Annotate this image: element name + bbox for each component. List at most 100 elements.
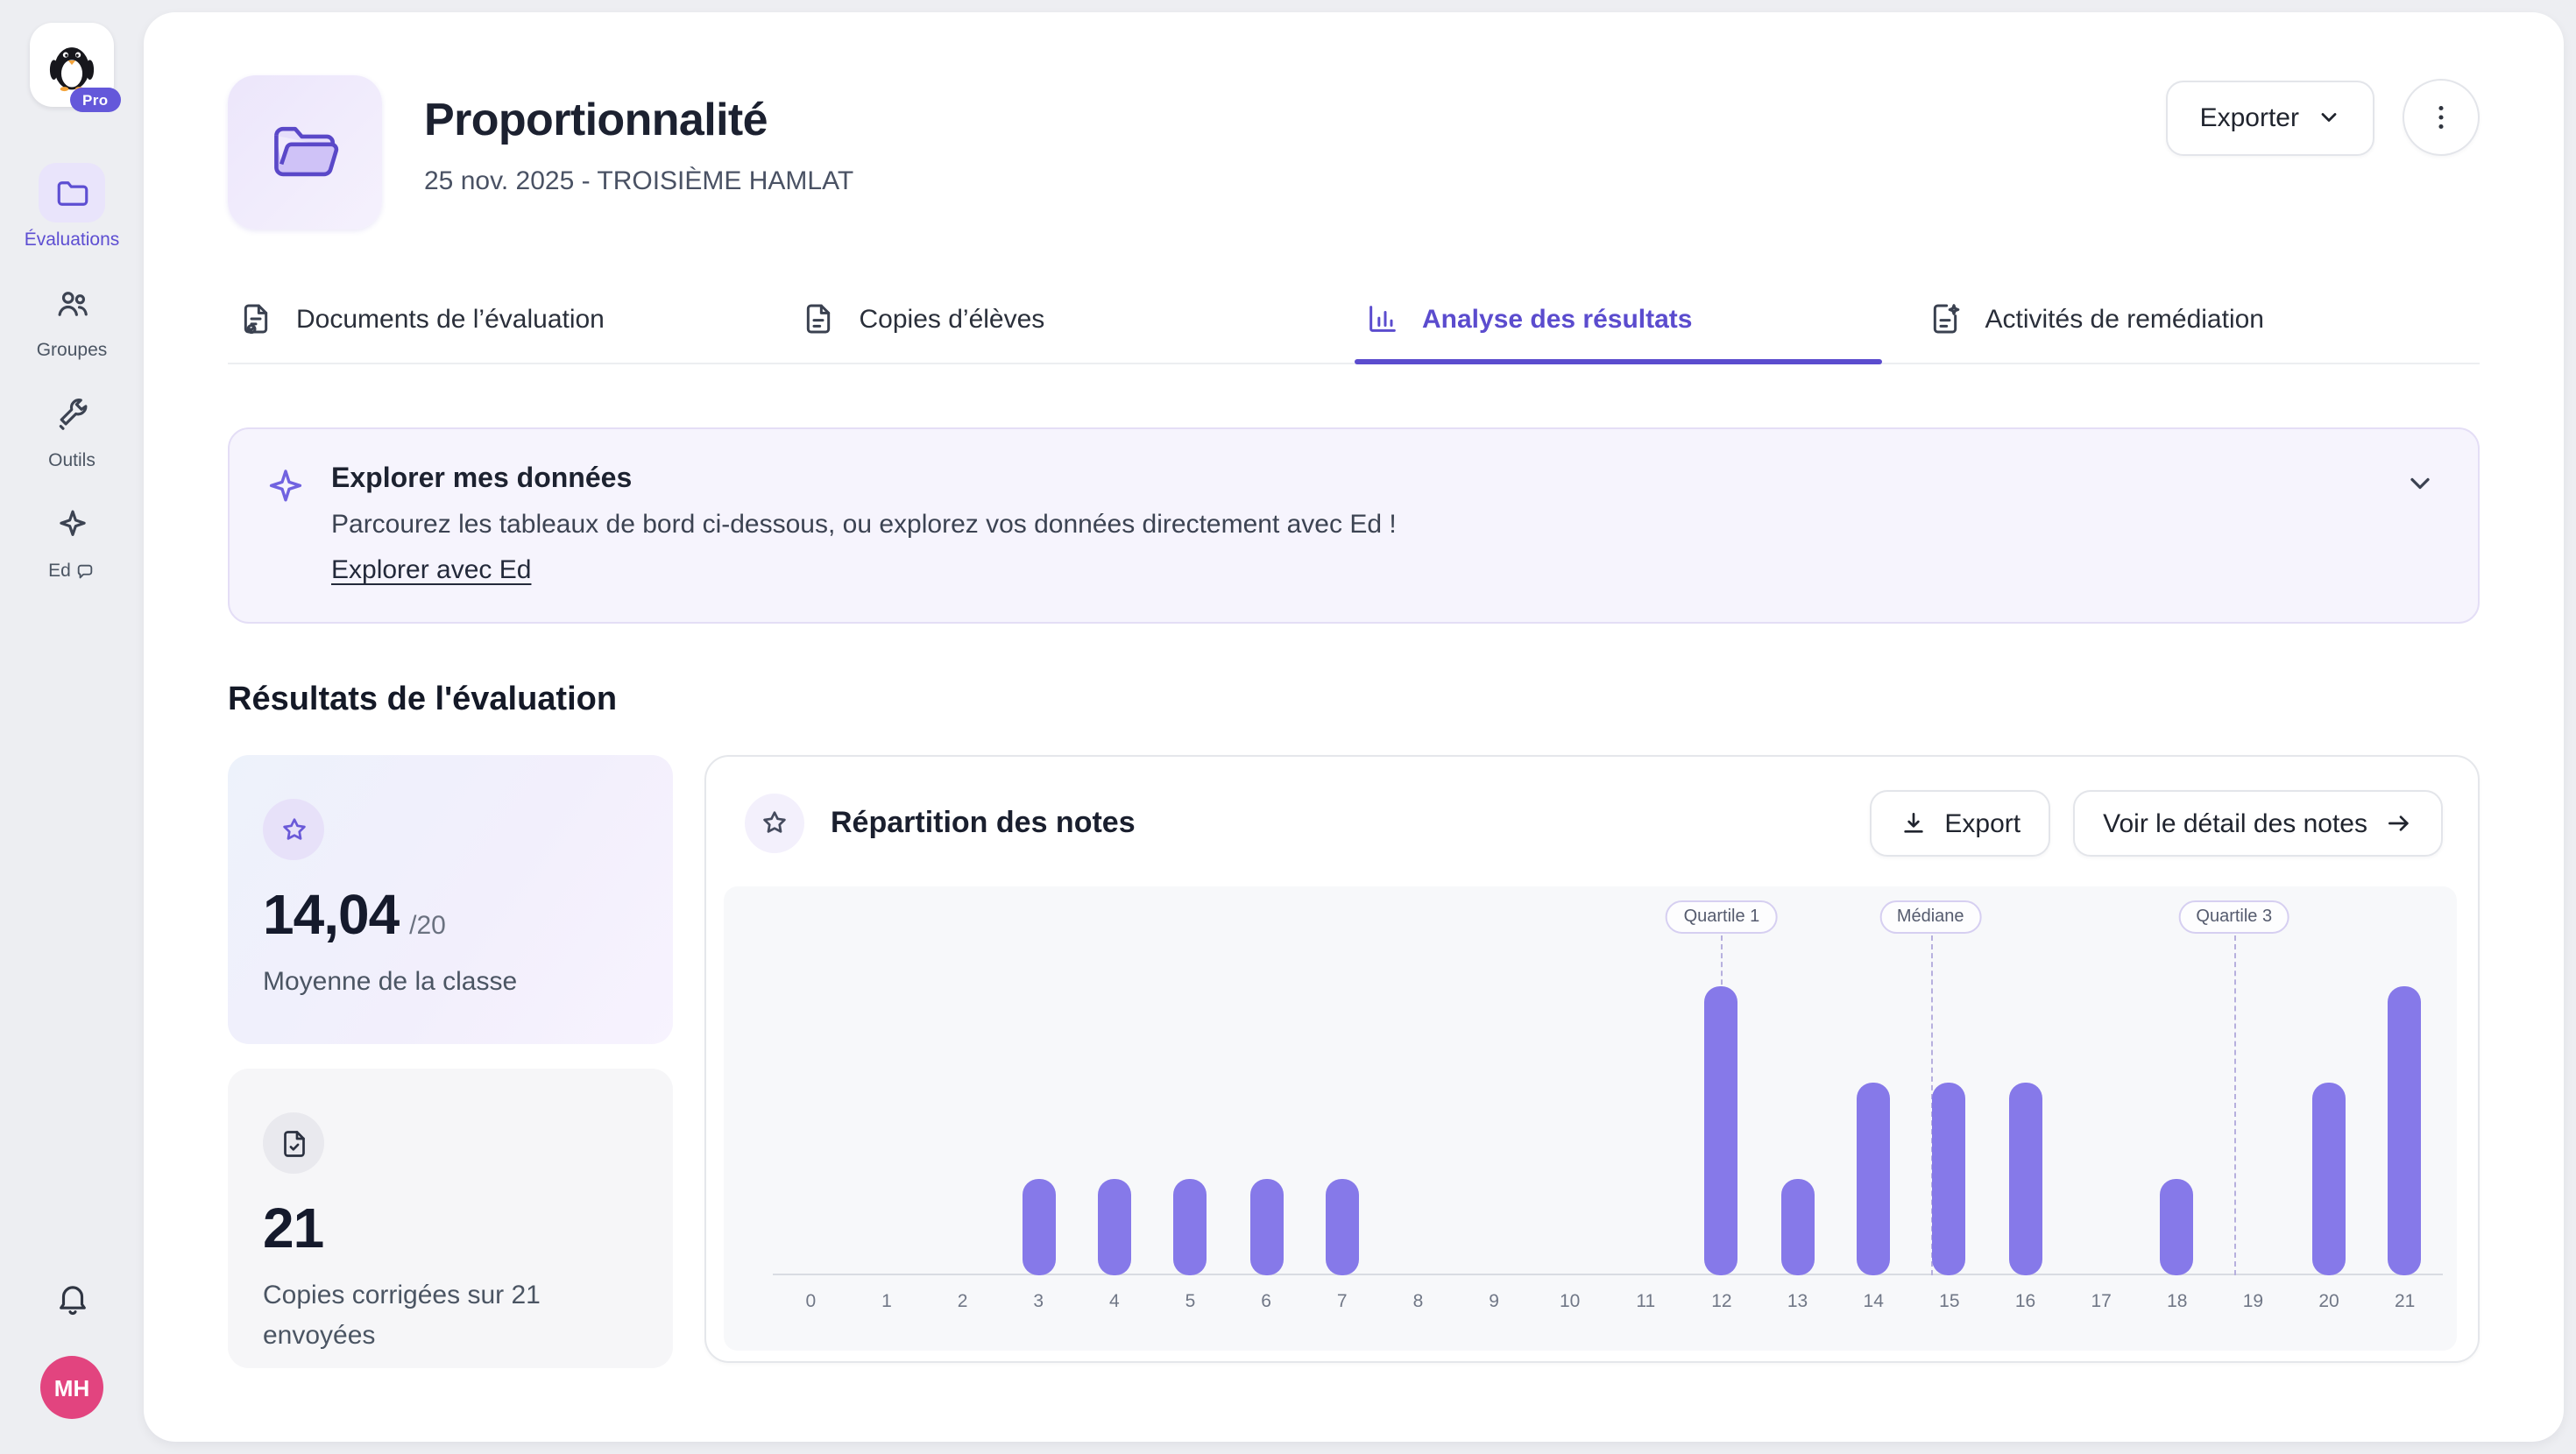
- sidebar-item-label: Groupes: [36, 340, 108, 361]
- copies-value: 21: [263, 1196, 324, 1260]
- file-sparkle-icon: [1928, 301, 1963, 336]
- x-tick-label: 8: [1412, 1291, 1424, 1312]
- x-tick-label: 11: [1636, 1291, 1656, 1312]
- x-tick-label: 10: [1559, 1291, 1581, 1312]
- page-title: Proportionnalité: [424, 93, 768, 145]
- explore-data-banner: Explorer mes données Parcourez les table…: [228, 427, 2480, 624]
- tools-icon: [39, 384, 105, 443]
- document-check-icon: [238, 301, 273, 336]
- tab-activites-remediation[interactable]: Activités de remédiation: [1917, 275, 2480, 363]
- header-text: Proportionnalité 25 nov. 2025 - TROISIÈM…: [424, 75, 853, 196]
- copies-value-row: 21: [263, 1196, 638, 1261]
- bar-3: [1022, 1179, 1056, 1275]
- see-grade-details-button[interactable]: Voir le détail des notes: [2073, 790, 2443, 857]
- exporter-button[interactable]: Exporter: [2166, 80, 2374, 155]
- more-options-button[interactable]: [2403, 79, 2480, 156]
- x-tick-label: 6: [1261, 1291, 1271, 1312]
- kebab-menu-icon: [2438, 105, 2444, 130]
- marker-badge: Quartile 3: [2178, 900, 2290, 934]
- sparkle-icon: [265, 466, 307, 508]
- evaluation-folder-icon: [228, 75, 382, 229]
- results-section-title: Résultats de l'évaluation: [228, 681, 618, 718]
- x-tick-label: 12: [1711, 1291, 1732, 1312]
- sidebar-item-groupes[interactable]: Groupes: [4, 273, 140, 361]
- average-stat-card: 14,04 /20 Moyenne de la classe: [228, 755, 673, 1044]
- bar-12: [1704, 986, 1738, 1275]
- x-tick-label: 15: [1939, 1291, 1960, 1312]
- x-tick-label: 5: [1185, 1291, 1196, 1312]
- x-tick-label: 19: [2242, 1291, 2264, 1312]
- chart-plot: 0 1 2 3 4 5 6 7 8 9 10 11 12 13 14 15 16 17 18 19 20 21 Quarti…: [773, 897, 2443, 1312]
- bar-15: [1932, 1083, 1966, 1275]
- collapse-banner-chevron-icon[interactable]: [2404, 468, 2436, 499]
- average-value-row: 14,04 /20: [263, 883, 638, 948]
- x-tick-label: 3: [1033, 1291, 1044, 1312]
- bar-14: [1857, 1083, 1891, 1275]
- user-avatar[interactable]: MH: [40, 1356, 103, 1419]
- x-tick-label: 21: [2394, 1291, 2416, 1312]
- penguin-logo-icon: [49, 47, 95, 92]
- chart-header: Répartition des notes Export Voir le dét…: [706, 757, 2478, 857]
- sidebar-item-label: Évaluations: [24, 229, 120, 251]
- marker-badge: Médiane: [1879, 900, 1982, 934]
- page-subtitle: 25 nov. 2025 - TROISIÈME HAMLAT: [424, 166, 854, 196]
- tab-bar: Documents de l’évaluation Copies d’élève…: [228, 275, 2480, 364]
- banner-body: Parcourez les tableaux de bord ci-dessou…: [331, 510, 1397, 540]
- app-logo[interactable]: Pro: [30, 23, 121, 112]
- results-row: 14,04 /20 Moyenne de la classe 21 Copies: [228, 755, 2480, 1368]
- notifications-bell-icon[interactable]: [53, 1281, 90, 1317]
- x-tick-label: 1: [881, 1291, 892, 1312]
- bar-4: [1097, 1179, 1131, 1275]
- sidebar-item-evaluations[interactable]: Évaluations: [4, 163, 140, 251]
- bar-chart-icon: [1364, 301, 1399, 336]
- sparkle-icon: [39, 494, 105, 554]
- chart-actions: Export Voir le détail des notes: [1869, 790, 2443, 857]
- sidebar-item-label: Ed: [48, 561, 96, 582]
- x-tick-label: 9: [1489, 1291, 1499, 1312]
- main-panel: Proportionnalité 25 nov. 2025 - TROISIÈM…: [144, 12, 2564, 1442]
- bar-16: [2008, 1083, 2042, 1275]
- tab-label: Documents de l’évaluation: [296, 304, 605, 334]
- x-axis-line: [773, 1274, 2443, 1275]
- chart-title: Répartition des notes: [831, 806, 1136, 839]
- file-lines-icon: [802, 301, 837, 336]
- bar-18: [2160, 1179, 2194, 1275]
- average-max: /20: [409, 911, 446, 941]
- marker-line: [1930, 935, 1933, 1275]
- tab-label: Copies d’élèves: [859, 304, 1045, 334]
- chart-export-button[interactable]: Export: [1869, 790, 2051, 857]
- header-actions: Exporter: [2166, 75, 2480, 156]
- banner-text: Explorer mes données Parcourez les table…: [331, 464, 1397, 587]
- people-icon: [39, 273, 105, 333]
- download-icon: [1903, 813, 1923, 833]
- tab-analyse-resultats[interactable]: Analyse des résultats: [1354, 275, 1917, 364]
- chat-bubble-icon: [78, 563, 94, 578]
- page-header: Proportionnalité 25 nov. 2025 - TROISIÈM…: [228, 75, 2480, 229]
- sidebar-item-label: Outils: [48, 450, 96, 471]
- banner-title: Explorer mes données: [331, 464, 633, 494]
- bar-20: [2312, 1083, 2346, 1275]
- x-tick-label: 4: [1109, 1291, 1120, 1312]
- tab-copies-eleves[interactable]: Copies d’élèves: [791, 275, 1355, 363]
- bar-21: [2388, 986, 2422, 1275]
- average-value: 14,04: [263, 883, 400, 946]
- chart-export-label: Export: [1944, 808, 2021, 838]
- star-icon: [263, 799, 324, 860]
- explore-with-ed-link[interactable]: Explorer avec Ed: [331, 555, 532, 585]
- copies-stat-card: 21 Copies corrigées sur 21 envoyées: [228, 1069, 673, 1368]
- marker-line: [2233, 935, 2236, 1275]
- pro-badge: Pro: [70, 88, 121, 112]
- see-grade-details-label: Voir le détail des notes: [2103, 808, 2367, 838]
- tab-label: Activités de remédiation: [1985, 304, 2265, 334]
- tab-label: Analyse des résultats: [1422, 304, 1693, 334]
- x-tick-label: 18: [2167, 1291, 2188, 1312]
- folder-icon: [39, 163, 105, 222]
- grades-histogram: 0 1 2 3 4 5 6 7 8 9 10 11 12 13 14 15 16 17 18 19 20 21 Quarti…: [724, 886, 2457, 1351]
- sidebar-item-outils[interactable]: Outils: [4, 384, 140, 471]
- marker-badge: Quartile 1: [1666, 900, 1778, 934]
- tab-documents-evaluation[interactable]: Documents de l’évaluation: [228, 275, 791, 363]
- arrow-right-icon: [2388, 815, 2409, 831]
- sidebar: Pro Évaluations Groupes: [0, 0, 144, 1454]
- sidebar-item-ed[interactable]: Ed: [4, 494, 140, 582]
